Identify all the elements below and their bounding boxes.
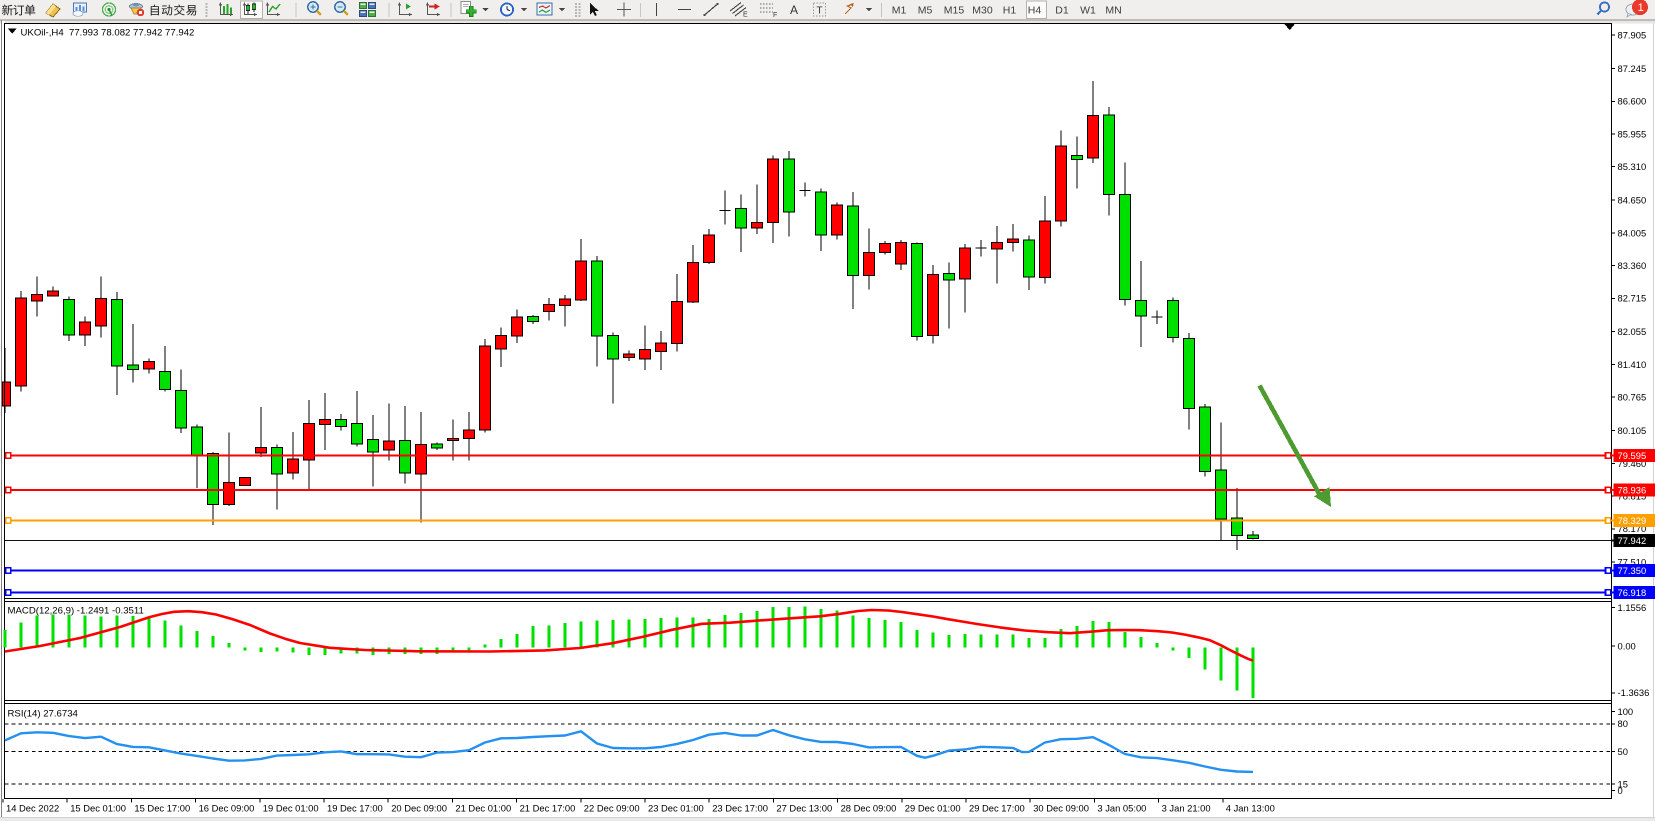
svg-text:H1: H1	[1003, 5, 1017, 17]
svg-text:100: 100	[1618, 706, 1634, 717]
svg-text:80.765: 80.765	[1618, 392, 1647, 403]
svg-text:82.055: 82.055	[1618, 326, 1647, 337]
svg-text:80.105: 80.105	[1618, 425, 1647, 436]
svg-text:15 Dec 17:00: 15 Dec 17:00	[134, 803, 190, 814]
svg-text:15: 15	[1618, 779, 1628, 790]
svg-text:77.942: 77.942	[1618, 535, 1647, 546]
svg-text:82.715: 82.715	[1618, 293, 1647, 304]
svg-text:22 Dec 09:00: 22 Dec 09:00	[584, 803, 640, 814]
svg-text:MN: MN	[1105, 5, 1121, 17]
svg-text:15 Dec 01:00: 15 Dec 01:00	[70, 803, 126, 814]
svg-text:23 Dec 17:00: 23 Dec 17:00	[712, 803, 768, 814]
svg-text:0: 0	[1618, 785, 1623, 796]
svg-text:19 Dec 01:00: 19 Dec 01:00	[263, 803, 319, 814]
svg-text:79.595: 79.595	[1618, 450, 1647, 461]
svg-text:23 Dec 01:00: 23 Dec 01:00	[648, 803, 704, 814]
svg-text:85.955: 85.955	[1618, 128, 1647, 139]
svg-text:86.600: 86.600	[1618, 96, 1647, 107]
svg-text:27 Dec 13:00: 27 Dec 13:00	[776, 803, 832, 814]
svg-text:80: 80	[1618, 718, 1628, 729]
svg-text:84.650: 84.650	[1618, 195, 1647, 206]
svg-text:RSI(14) 27.6734: RSI(14) 27.6734	[8, 709, 79, 720]
svg-text:50: 50	[1618, 746, 1628, 757]
svg-text:83.360: 83.360	[1618, 260, 1647, 271]
svg-text:77.350: 77.350	[1618, 565, 1647, 576]
svg-text:M1: M1	[892, 5, 907, 17]
svg-text:16 Dec 09:00: 16 Dec 09:00	[199, 803, 255, 814]
svg-text:19 Dec 17:00: 19 Dec 17:00	[327, 803, 383, 814]
svg-text:84.005: 84.005	[1618, 227, 1647, 238]
svg-text:4 Jan 13:00: 4 Jan 13:00	[1226, 803, 1275, 814]
svg-text:M30: M30	[972, 5, 993, 17]
svg-text:A: A	[790, 3, 798, 17]
svg-text:79.460: 79.460	[1618, 458, 1647, 469]
svg-text:85.310: 85.310	[1618, 161, 1647, 172]
svg-text:87.245: 87.245	[1618, 63, 1647, 74]
svg-text:87.905: 87.905	[1618, 30, 1647, 41]
svg-text:21 Dec 17:00: 21 Dec 17:00	[520, 803, 576, 814]
svg-text:14 Dec 2022: 14 Dec 2022	[6, 803, 59, 814]
svg-text:78.329: 78.329	[1618, 515, 1647, 526]
svg-text:1.1556: 1.1556	[1618, 602, 1647, 613]
svg-text:77.510: 77.510	[1618, 557, 1647, 568]
svg-text:0.00: 0.00	[1618, 640, 1636, 651]
svg-text:M15: M15	[944, 5, 965, 17]
svg-text:F: F	[773, 12, 777, 19]
svg-text:-1.3636: -1.3636	[1618, 687, 1650, 698]
svg-text:E: E	[743, 12, 748, 19]
svg-text:1: 1	[1638, 2, 1644, 14]
svg-text:3 Jan 05:00: 3 Jan 05:00	[1097, 803, 1146, 814]
svg-text:3 Jan 21:00: 3 Jan 21:00	[1162, 803, 1211, 814]
svg-text:29 Dec 17:00: 29 Dec 17:00	[969, 803, 1025, 814]
svg-text:76.918: 76.918	[1618, 587, 1647, 598]
svg-text:29 Dec 01:00: 29 Dec 01:00	[905, 803, 961, 814]
svg-text:M5: M5	[918, 5, 933, 17]
svg-text:MACD(12,26,9) -1.2491 -0.3511: MACD(12,26,9) -1.2491 -0.3511	[8, 606, 144, 617]
svg-text:81.410: 81.410	[1618, 359, 1647, 370]
svg-text:H4: H4	[1028, 5, 1042, 17]
svg-text:T: T	[817, 6, 823, 17]
svg-text:W1: W1	[1080, 5, 1096, 17]
svg-text:D1: D1	[1055, 5, 1069, 17]
svg-text:28 Dec 09:00: 28 Dec 09:00	[841, 803, 897, 814]
svg-text:20 Dec 09:00: 20 Dec 09:00	[391, 803, 447, 814]
svg-text:30 Dec 09:00: 30 Dec 09:00	[1033, 803, 1089, 814]
svg-text:78.936: 78.936	[1618, 485, 1647, 496]
svg-text:78.170: 78.170	[1618, 523, 1647, 534]
svg-text:21 Dec 01:00: 21 Dec 01:00	[455, 803, 511, 814]
svg-text:UKOil-,H4 77.993 78.082 77.94: UKOil-,H4 77.993 78.082 77.942 77.942	[21, 27, 195, 38]
